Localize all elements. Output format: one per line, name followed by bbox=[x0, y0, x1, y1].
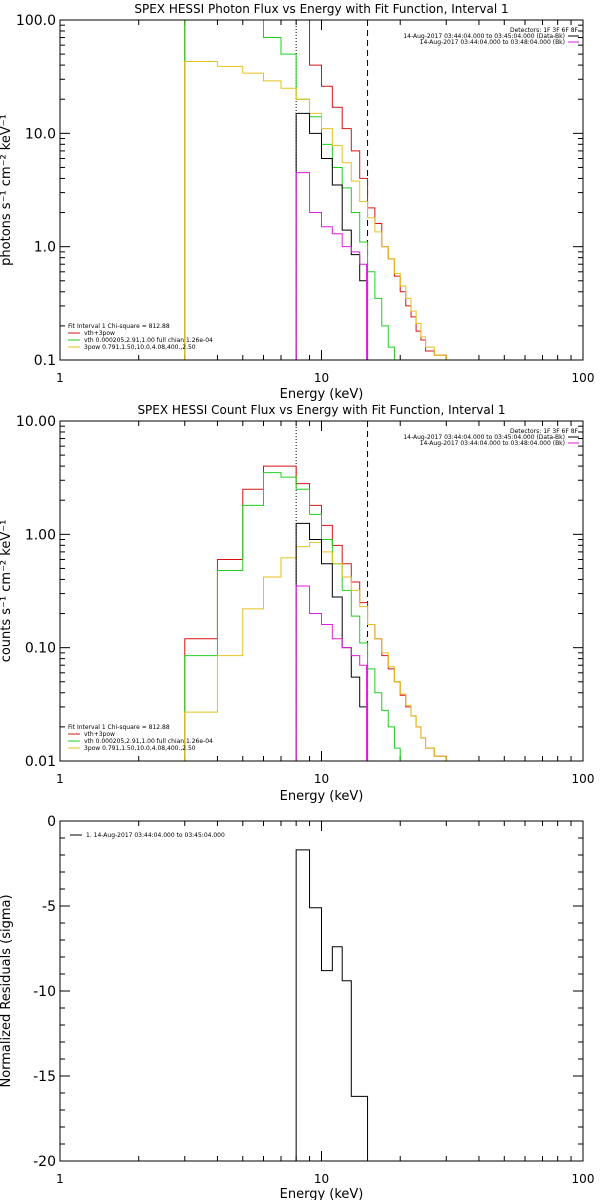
series-2-step-line bbox=[184, 472, 407, 761]
y-tick-label: -15 bbox=[33, 1069, 56, 1085]
y-tick-label: 1.0 bbox=[34, 240, 56, 256]
y-tick-label: 0.1 bbox=[34, 353, 56, 369]
series-5-step-line bbox=[295, 585, 369, 761]
legend-top-left: 1. 14-Aug-2017 03:44:04.000 to 03:45:04.… bbox=[70, 832, 225, 839]
legend-text: vth+3pow bbox=[84, 330, 115, 337]
legend-text: Detectors: 1F 3F 6F 8F bbox=[510, 27, 579, 34]
x-axis-ticks bbox=[59, 421, 584, 761]
chart-title: SPEX HESSI Count Flux vs Energy with Fit… bbox=[137, 403, 505, 417]
plot-area bbox=[184, 421, 458, 761]
series-2-step-line bbox=[184, 20, 401, 360]
series-5-step-line bbox=[295, 172, 369, 360]
legend-bottom-left: Fit Interval 1 Chi-square = 812.88vth+3p… bbox=[68, 323, 213, 351]
y-tick-label: 100.0 bbox=[16, 13, 56, 29]
y-tick-label: -20 bbox=[33, 1154, 56, 1170]
series-4-step-line bbox=[295, 112, 369, 360]
y-tick-label: 0 bbox=[47, 814, 56, 830]
y-tick-label: -10 bbox=[33, 984, 56, 1000]
x-tick-label: 1 bbox=[56, 1172, 64, 1186]
y-axis-ticks bbox=[60, 420, 583, 762]
legend-bottom-left: Fit Interval 1 Chi-square = 812.88vth+3p… bbox=[68, 724, 213, 752]
plot-frame bbox=[59, 19, 584, 361]
series-1-step-line bbox=[295, 849, 369, 1161]
x-axis-label: Energy (keV) bbox=[280, 1187, 364, 1200]
legend-text: Detectors: 1F 3F 6F 8F bbox=[510, 428, 579, 435]
y-tick-label: -5 bbox=[42, 899, 56, 915]
legend-text: 1. 14-Aug-2017 03:44:04.000 to 03:45:04.… bbox=[86, 832, 225, 839]
x-axis-label: Energy (keV) bbox=[280, 789, 364, 804]
plot-frame bbox=[59, 820, 584, 1162]
x-tick-label: 10 bbox=[314, 772, 329, 786]
legend-text: 14-Aug-2017 03:44:04.000 to 03:48:04.000… bbox=[420, 39, 565, 46]
x-axis-ticks bbox=[59, 821, 584, 1161]
x-tick-label: 10 bbox=[314, 371, 329, 385]
plot-frame bbox=[59, 420, 584, 762]
chart-panel-1: SPEX HESSI Photon Flux vs Energy with Fi… bbox=[0, 2, 595, 402]
legend-text: vth 0.000205,2.91,1.00 full chian 1.26e-… bbox=[84, 738, 213, 745]
y-tick-label: 1.00 bbox=[25, 527, 56, 543]
series-3-step-line bbox=[184, 61, 447, 360]
series-4-step-line bbox=[295, 522, 369, 761]
series-3-step-line bbox=[184, 541, 458, 761]
x-axis-label: Energy (keV) bbox=[280, 387, 364, 402]
y-axis-ticks bbox=[60, 820, 583, 1162]
y-tick-label: 0.10 bbox=[25, 641, 56, 657]
x-tick-label: 1 bbox=[56, 371, 64, 385]
y-axis-label: counts s⁻¹ cm⁻² keV⁻¹ bbox=[0, 520, 14, 663]
legend-text: 3pow 0.791,1.50,10.0,4.08,400.,2.50 bbox=[84, 344, 196, 351]
legend-text: Fit Interval 1 Chi-square = 812.88 bbox=[68, 323, 170, 330]
legend-text: vth 0.000205,2.91,1.00 full chian 1.26e-… bbox=[84, 337, 213, 344]
legend-text: 14-Aug-2017 03:44:04.000 to 03:45:04.000… bbox=[403, 434, 565, 441]
chart-title: SPEX HESSI Photon Flux vs Energy with Fi… bbox=[134, 2, 508, 16]
legend-text: 14-Aug-2017 03:44:04.000 to 03:48:04.000… bbox=[420, 440, 565, 447]
y-axis-label: Normalized Residuals (sigma) bbox=[0, 894, 14, 1087]
chart-panel-2: SPEX HESSI Count Flux vs Energy with Fit… bbox=[0, 403, 594, 804]
y-tick-label: 10.0 bbox=[25, 126, 56, 142]
legend-text: vth+3pow bbox=[84, 731, 115, 738]
series-1-step-line bbox=[184, 465, 447, 761]
plot-area bbox=[184, 20, 447, 360]
plot-area bbox=[295, 849, 369, 1161]
y-tick-label: 0.01 bbox=[25, 754, 56, 770]
y-tick-label: 10.00 bbox=[16, 414, 56, 430]
y-axis-label: photons s⁻¹ cm⁻² keV⁻¹ bbox=[0, 114, 14, 266]
x-tick-label: 100 bbox=[572, 1172, 595, 1186]
legend-text: 14-Aug-2017 03:44:04.000 to 03:45:04.000… bbox=[403, 33, 565, 40]
series-1-step-line bbox=[184, 20, 447, 360]
legend-text: Fit Interval 1 Chi-square = 812.88 bbox=[68, 724, 170, 731]
x-tick-label: 10 bbox=[314, 1172, 329, 1186]
x-tick-label: 1 bbox=[56, 772, 64, 786]
x-tick-label: 100 bbox=[572, 772, 595, 786]
legend-text: 3pow 0.791,1.50,10.0,4.08,400.,2.50 bbox=[84, 745, 196, 752]
chart-panel-3: 1 10 100 0 -5 -10 -15 -20 Energy (keV) Normalized… bbox=[0, 814, 594, 1200]
x-tick-label: 100 bbox=[572, 371, 595, 385]
